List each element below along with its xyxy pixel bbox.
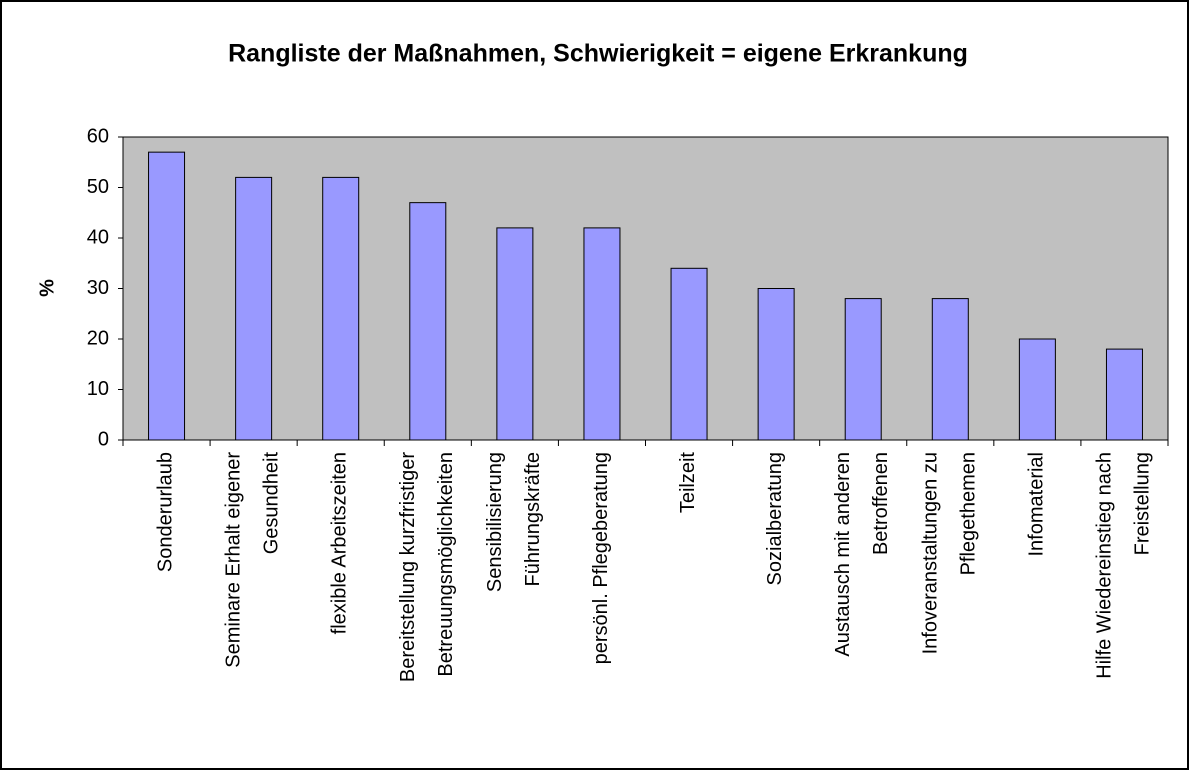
- bar: [844, 298, 882, 441]
- y-tick-label: 40: [87, 226, 109, 248]
- bar: [757, 288, 795, 441]
- x-tick-label: Seminare Erhalt eigener Gesundheit: [223, 452, 283, 668]
- bar: [583, 227, 621, 441]
- x-tick-label: Sozialberatung: [764, 452, 786, 585]
- bar: [1105, 348, 1143, 441]
- y-tick-label: 50: [87, 176, 109, 198]
- bar: [322, 176, 360, 441]
- bar: [148, 151, 186, 441]
- x-tick-label: Infoveranstaltungen zu Pflegethemen: [920, 452, 980, 654]
- bar: [409, 202, 447, 441]
- y-tick-label: 20: [87, 327, 109, 349]
- bar: [496, 227, 534, 441]
- x-tick-label: Sensibilisierung Führungskräfte: [484, 452, 544, 592]
- chart-title: Rangliste der Maßnahmen, Schwierigkeit =…: [228, 40, 968, 68]
- x-tick-label: flexible Arbeitszeiten: [329, 452, 351, 634]
- bar: [931, 298, 969, 441]
- y-tick-label: 0: [98, 428, 109, 450]
- x-tick-label: persönl. Pflegeberatung: [590, 452, 612, 664]
- y-tick-label: 30: [87, 277, 109, 299]
- plot-area: [122, 136, 1169, 441]
- x-tick-label: Hilfe Wiedereinstieg nach Freistellung: [1094, 452, 1154, 679]
- bar: [670, 267, 708, 441]
- x-tick-label: Austausch mit anderen Betroffenen: [832, 452, 892, 657]
- x-tick-label: Infomaterial: [1026, 452, 1048, 557]
- x-tick-label: Bereitstellung kurzfristiger Betreuungsmö…: [397, 452, 457, 682]
- x-tick-label: Teilzeit: [677, 452, 699, 514]
- bar: [235, 176, 273, 441]
- y-axis-label: %: [36, 279, 58, 297]
- x-tick-label: Sonderurlaub: [155, 452, 177, 572]
- y-tick-label: 10: [87, 378, 109, 400]
- y-tick-label: 60: [87, 125, 109, 147]
- bar: [1018, 338, 1056, 441]
